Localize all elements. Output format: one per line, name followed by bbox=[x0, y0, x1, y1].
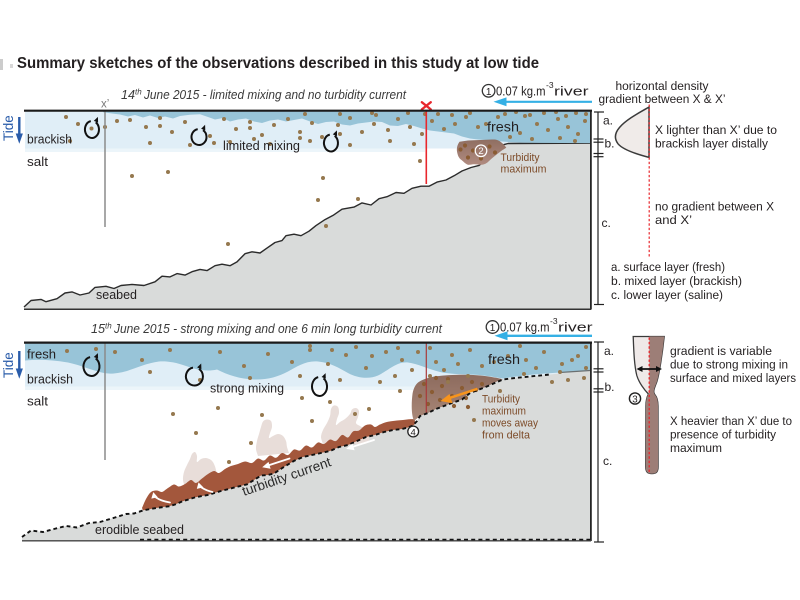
svg-text:th: th bbox=[135, 88, 142, 97]
svg-text:4: 4 bbox=[411, 427, 416, 438]
svg-text:Turbidity: Turbidity bbox=[501, 152, 541, 164]
svg-text:river: river bbox=[554, 83, 590, 98]
svg-text:c.: c. bbox=[602, 216, 611, 230]
svg-text:surface and mixed layers: surface and mixed layers bbox=[670, 371, 796, 385]
svg-text:salt: salt bbox=[27, 394, 48, 409]
svg-text:erodible seabed: erodible seabed bbox=[95, 522, 184, 537]
svg-text:brackish layer distally: brackish layer distally bbox=[655, 136, 769, 150]
svg-text:gradient is variable: gradient is variable bbox=[670, 344, 772, 358]
svg-text:seabed: seabed bbox=[96, 287, 137, 302]
svg-text:fresh: fresh bbox=[488, 351, 520, 367]
svg-text:horizontal density: horizontal density bbox=[616, 79, 710, 93]
svg-text:presence of turbidity: presence of turbidity bbox=[670, 428, 777, 442]
svg-text:b.: b. bbox=[605, 380, 615, 394]
svg-text:-3: -3 bbox=[550, 316, 558, 326]
svg-text:a. surface layer (fresh): a. surface layer (fresh) bbox=[611, 260, 725, 274]
svg-text:no gradient between X: no gradient between X bbox=[655, 200, 774, 214]
svg-text:-3: -3 bbox=[546, 80, 554, 90]
svg-text:b. mixed layer (brackish): b. mixed layer (brackish) bbox=[611, 274, 742, 288]
svg-text:fresh: fresh bbox=[27, 347, 56, 362]
svg-text:3: 3 bbox=[632, 394, 638, 405]
svg-text:a.: a. bbox=[603, 114, 613, 128]
svg-text:1: 1 bbox=[486, 87, 492, 98]
svg-text:due to strong mixing in: due to strong mixing in bbox=[670, 358, 788, 372]
svg-text:X heavier than X’ due to: X heavier than X’ due to bbox=[670, 414, 792, 428]
svg-text:2: 2 bbox=[478, 146, 483, 157]
svg-text:a.: a. bbox=[604, 344, 614, 358]
svg-text:brackish: brackish bbox=[27, 132, 72, 147]
svg-text:0.07 kg.m: 0.07 kg.m bbox=[496, 83, 546, 98]
svg-text:Turbidity: Turbidity bbox=[482, 394, 521, 406]
svg-text:river: river bbox=[558, 320, 594, 335]
svg-text:Tide: Tide bbox=[1, 352, 16, 378]
svg-text:limited mixing: limited mixing bbox=[223, 138, 300, 153]
svg-text:c.: c. bbox=[603, 454, 612, 468]
svg-text:1: 1 bbox=[490, 323, 496, 334]
svg-text:x’: x’ bbox=[101, 99, 109, 111]
svg-text:X lighter than X’ due to: X lighter than X’ due to bbox=[655, 123, 777, 137]
svg-text:th: th bbox=[105, 322, 112, 331]
svg-text:maximum: maximum bbox=[482, 406, 526, 418]
svg-text:Summary sketches of the observ: Summary sketches of the observations des… bbox=[17, 55, 539, 72]
svg-text:maximum: maximum bbox=[670, 441, 722, 455]
svg-text:gradient between X & X’: gradient between X & X’ bbox=[599, 92, 726, 106]
svg-text:b.: b. bbox=[605, 137, 615, 151]
svg-text:June 2015 - strong mixing and: June 2015 - strong mixing and one 6 min … bbox=[113, 322, 442, 336]
svg-text:0.07 kg.m: 0.07 kg.m bbox=[500, 320, 550, 335]
svg-text:maximum: maximum bbox=[501, 164, 547, 176]
svg-text:c. lower layer (saline): c. lower layer (saline) bbox=[611, 288, 723, 302]
svg-text:and X’: and X’ bbox=[655, 213, 692, 227]
svg-text:brackish: brackish bbox=[27, 372, 73, 387]
svg-text:15: 15 bbox=[91, 322, 106, 336]
svg-text:June 2015 - limited mixing and: June 2015 - limited mixing and no turbid… bbox=[143, 88, 406, 102]
svg-text:strong mixing: strong mixing bbox=[210, 381, 284, 396]
svg-text:salt: salt bbox=[27, 154, 48, 169]
svg-text:fresh: fresh bbox=[487, 119, 519, 135]
svg-text:14: 14 bbox=[121, 88, 135, 102]
svg-text:moves away: moves away bbox=[482, 418, 539, 430]
svg-text:from delta: from delta bbox=[482, 430, 530, 442]
svg-text:Tide: Tide bbox=[1, 115, 16, 141]
